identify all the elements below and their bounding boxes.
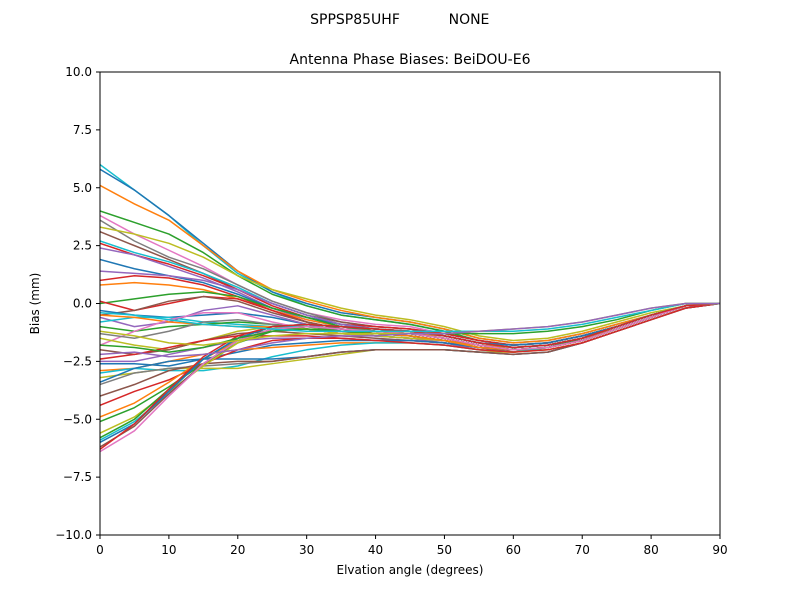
y-tick-label: −5.0 (63, 412, 92, 426)
y-axis-ticks: −10.0 −7.5 −5.0 −2.5 0.0 2.5 5.0 7.5 10.0 (55, 65, 100, 542)
x-tick-label: 60 (506, 543, 521, 557)
x-tick-label: 0 (96, 543, 104, 557)
x-tick-label: 10 (161, 543, 176, 557)
x-tick-label: 80 (643, 543, 658, 557)
series-line-s08 (100, 226, 720, 342)
x-tick-label: 50 (437, 543, 452, 557)
y-tick-label: 2.5 (73, 239, 92, 253)
suptitle-right: NONE (449, 12, 490, 28)
chart-title: Antenna Phase Biases: BeiDOU-E6 (290, 52, 531, 68)
x-tick-label: 20 (230, 543, 245, 557)
suptitle-left: SPPSP85UHF (310, 12, 400, 28)
y-tick-label: −10.0 (55, 528, 92, 542)
y-tick-label: −7.5 (63, 470, 92, 484)
y-tick-label: 7.5 (73, 123, 92, 137)
x-axis-ticks: 0 10 20 30 40 50 60 70 80 90 (96, 535, 728, 557)
x-tick-label: 70 (575, 543, 590, 557)
x-tick-label: 90 (712, 543, 727, 557)
series-lines (100, 163, 720, 453)
y-tick-label: 0.0 (73, 297, 92, 311)
x-tick-label: 30 (299, 543, 314, 557)
series-line-s48 (100, 302, 720, 333)
y-tick-label: 10.0 (65, 65, 92, 79)
y-axis-label: Bias (mm) (28, 273, 42, 335)
x-tick-label: 40 (368, 543, 383, 557)
y-tick-label: −2.5 (63, 354, 92, 368)
series-line-s50 (100, 302, 720, 358)
series-line-s03 (100, 184, 720, 344)
x-axis-label: Elvation angle (degrees) (337, 563, 484, 577)
y-tick-label: 5.0 (73, 181, 92, 195)
